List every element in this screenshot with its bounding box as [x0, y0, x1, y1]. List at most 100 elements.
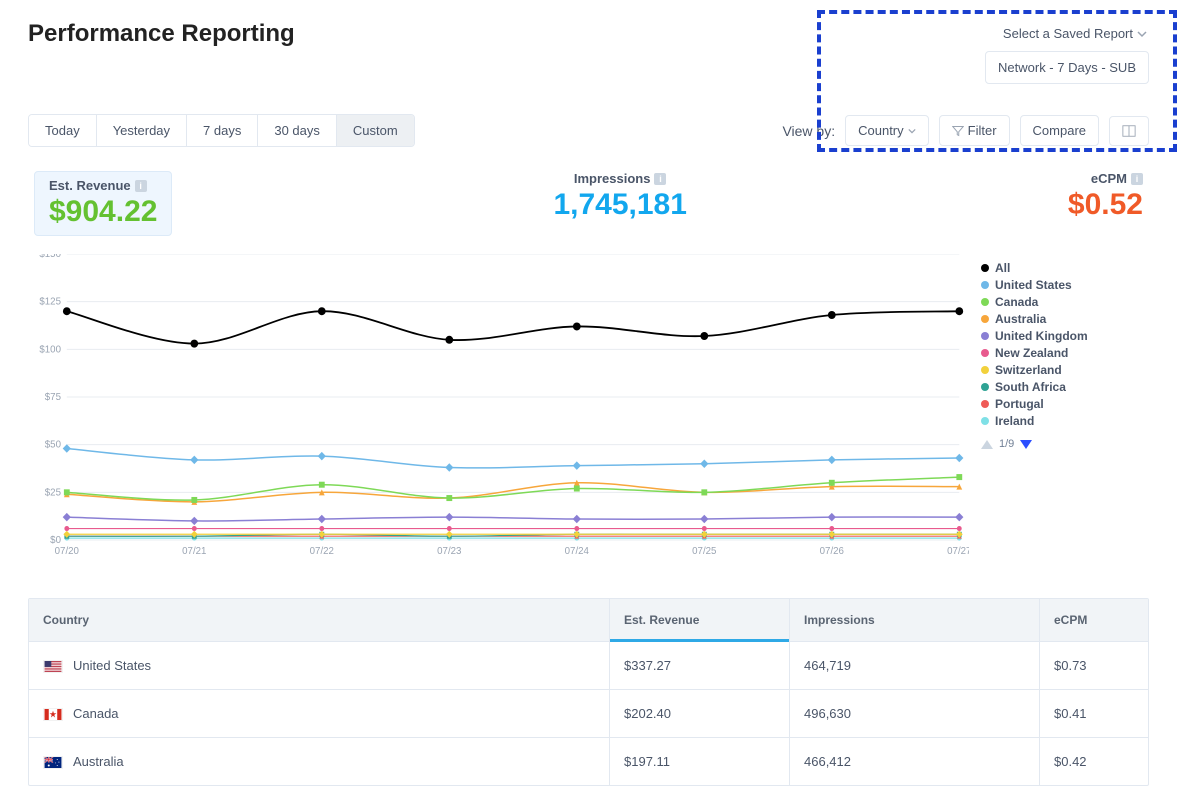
- table-row[interactable]: United States $337.27464,719$0.73: [29, 641, 1148, 689]
- svg-text:07/24: 07/24: [565, 546, 590, 557]
- svg-text:07/23: 07/23: [437, 546, 462, 557]
- flag-icon: [43, 660, 63, 673]
- td-revenue: $337.27: [609, 642, 789, 689]
- flag-icon: [43, 708, 63, 721]
- view-by-dropdown[interactable]: Country: [845, 115, 929, 146]
- legend-item[interactable]: Ireland: [981, 414, 1149, 428]
- filter-button[interactable]: Filter: [939, 115, 1010, 146]
- compare-label: Compare: [1033, 123, 1086, 138]
- legend-pager: 1/9: [981, 438, 1149, 450]
- svg-text:07/26: 07/26: [820, 546, 845, 557]
- legend-swatch: [981, 281, 989, 289]
- flag-icon: [43, 756, 63, 769]
- pager-up-icon[interactable]: [981, 440, 993, 449]
- th-ecpm[interactable]: eCPM: [1039, 599, 1148, 641]
- kpi-ecpm-value: $0.52: [1068, 188, 1143, 222]
- pager-down-icon[interactable]: [1020, 440, 1032, 449]
- svg-text:$0: $0: [50, 535, 61, 546]
- kpi-revenue-label: Est. Revenue: [49, 178, 131, 193]
- legend-swatch: [981, 264, 989, 272]
- info-icon[interactable]: i: [1131, 173, 1143, 185]
- date-tab-custom[interactable]: Custom: [337, 115, 414, 146]
- filter-icon: [952, 125, 964, 137]
- kpi-revenue[interactable]: Est. Revenue i $904.22: [34, 171, 172, 236]
- legend-swatch: [981, 332, 989, 340]
- legend-item[interactable]: South Africa: [981, 380, 1149, 394]
- svg-text:$150: $150: [39, 254, 61, 260]
- svg-text:$125: $125: [39, 297, 61, 308]
- th-est-revenue[interactable]: Est. Revenue: [609, 599, 789, 641]
- legend-item[interactable]: United States: [981, 278, 1149, 292]
- page-title: Performance Reporting: [28, 20, 295, 48]
- legend-label: Ireland: [995, 414, 1034, 428]
- kpi-impressions-value: 1,745,181: [553, 188, 686, 222]
- svg-text:$25: $25: [45, 487, 62, 498]
- td-country: United States: [29, 642, 609, 689]
- country-name: United States: [73, 658, 151, 673]
- view-by-value: Country: [858, 123, 904, 138]
- legend-label: All: [995, 261, 1010, 275]
- legend-item[interactable]: All: [981, 261, 1149, 275]
- legend-item[interactable]: United Kingdom: [981, 329, 1149, 343]
- kpi-impressions[interactable]: Impressionsi 1,745,181: [553, 171, 686, 236]
- td-impressions: 464,719: [789, 642, 1039, 689]
- td-country: Canada: [29, 690, 609, 737]
- country-name: Canada: [73, 706, 119, 721]
- legend-swatch: [981, 315, 989, 323]
- legend-swatch: [981, 349, 989, 357]
- saved-report-dropdown[interactable]: Select a Saved Report: [1001, 20, 1149, 47]
- td-ecpm: $0.73: [1039, 642, 1148, 689]
- svg-text:07/25: 07/25: [692, 546, 717, 557]
- td-ecpm: $0.41: [1039, 690, 1148, 737]
- columns-button[interactable]: [1109, 116, 1149, 146]
- legend-swatch: [981, 298, 989, 306]
- legend-swatch: [981, 400, 989, 408]
- kpi-ecpm[interactable]: eCPMi $0.52: [1068, 171, 1143, 236]
- info-icon[interactable]: i: [135, 180, 147, 192]
- country-name: Australia: [73, 754, 124, 769]
- saved-report-option[interactable]: Network - 7 Days - SUB: [985, 51, 1149, 84]
- svg-text:$75: $75: [45, 392, 62, 403]
- filter-label: Filter: [968, 123, 997, 138]
- legend-label: Switzerland: [995, 363, 1062, 377]
- th-country[interactable]: Country: [29, 599, 609, 641]
- svg-text:$50: $50: [45, 440, 62, 451]
- legend-item[interactable]: New Zealand: [981, 346, 1149, 360]
- toolbar: TodayYesterday7 days30 daysCustom View b…: [28, 114, 1149, 147]
- date-tab-30-days[interactable]: 30 days: [258, 115, 337, 146]
- chart-area: $0$25$50$75$100$125$15007/2007/2107/2207…: [28, 254, 1149, 564]
- date-range-tabs: TodayYesterday7 days30 daysCustom: [28, 114, 415, 147]
- date-tab-7-days[interactable]: 7 days: [187, 115, 258, 146]
- info-icon[interactable]: i: [654, 173, 666, 185]
- td-impressions: 496,630: [789, 690, 1039, 737]
- compare-button[interactable]: Compare: [1020, 115, 1099, 146]
- view-by-label: View by:: [782, 123, 835, 139]
- td-revenue: $197.11: [609, 738, 789, 785]
- legend-item[interactable]: Switzerland: [981, 363, 1149, 377]
- pager-text: 1/9: [999, 438, 1014, 450]
- legend-swatch: [981, 417, 989, 425]
- legend-label: Portugal: [995, 397, 1044, 411]
- kpi-impressions-label: Impressions: [574, 171, 651, 186]
- table-row[interactable]: Canada $202.40496,630$0.41: [29, 689, 1148, 737]
- saved-report-label: Select a Saved Report: [1003, 26, 1133, 41]
- legend-label: Canada: [995, 295, 1038, 309]
- legend-label: United States: [995, 278, 1072, 292]
- line-chart[interactable]: $0$25$50$75$100$125$15007/2007/2107/2207…: [28, 254, 969, 564]
- td-revenue: $202.40: [609, 690, 789, 737]
- kpi-revenue-value: $904.22: [49, 195, 157, 229]
- legend-item[interactable]: Australia: [981, 312, 1149, 326]
- td-country: Australia: [29, 738, 609, 785]
- table-row[interactable]: Australia$197.11466,412$0.42: [29, 737, 1148, 785]
- legend-item[interactable]: Canada: [981, 295, 1149, 309]
- svg-text:07/22: 07/22: [310, 546, 334, 557]
- date-tab-today[interactable]: Today: [29, 115, 97, 146]
- date-tab-yesterday[interactable]: Yesterday: [97, 115, 187, 146]
- svg-text:$100: $100: [39, 344, 61, 355]
- legend-item[interactable]: Portugal: [981, 397, 1149, 411]
- td-impressions: 466,412: [789, 738, 1039, 785]
- legend-label: United Kingdom: [995, 329, 1088, 343]
- svg-text:07/20: 07/20: [55, 546, 80, 557]
- legend-label: South Africa: [995, 380, 1066, 394]
- th-impressions[interactable]: Impressions: [789, 599, 1039, 641]
